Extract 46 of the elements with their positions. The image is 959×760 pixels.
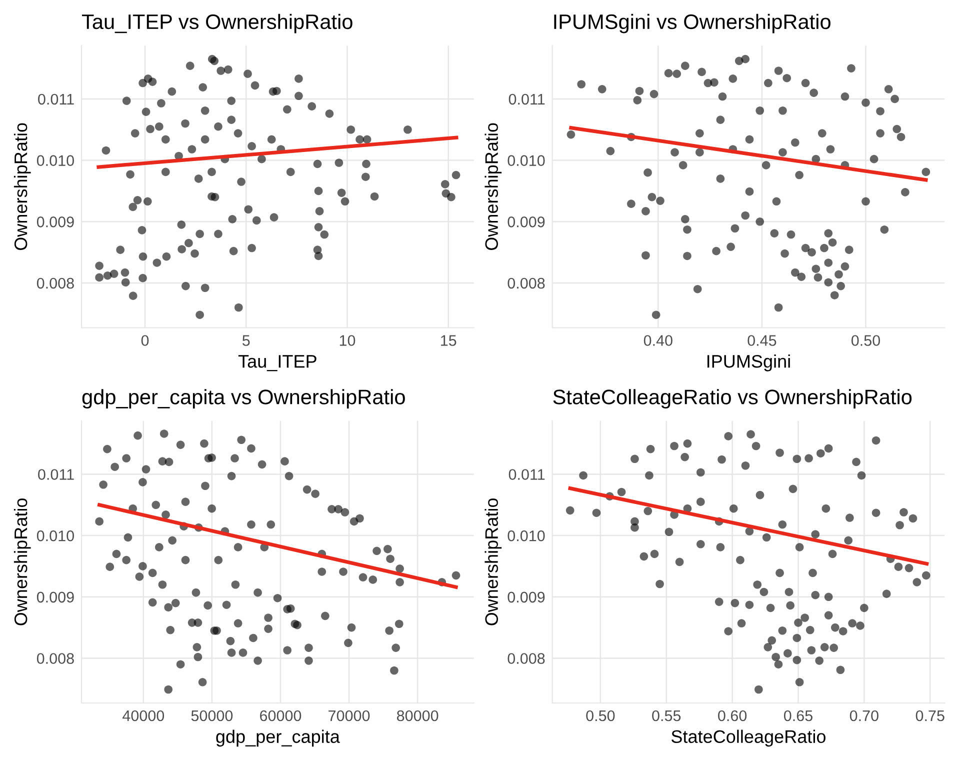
x-tick-label: 50000 [191,710,233,722]
x-tick-label: 0 [141,335,149,346]
chart-title: Tau_ITEP vs OwnershipRatio [82,14,352,34]
y-tick-label: 0.009 [508,592,545,603]
y-tick-label: 0.008 [508,278,545,289]
x-tick-label: 0.75 [916,710,944,722]
chart-title: IPUMSgini vs OwnershipRatio [554,14,830,34]
x-tick-label: 0.50 [851,335,880,346]
y-tick-label: 0.008 [508,653,545,664]
y-tick-label: 0.010 [508,155,545,166]
y-tick-label: 0.010 [36,155,74,166]
x-axis-title: IPUMSgini [707,354,790,372]
y-tick-label: 0.009 [36,216,74,228]
x-tick-label: 0.55 [652,710,681,722]
x-tick-label: 0.50 [586,710,615,722]
x-tick-label: 5 [242,335,250,346]
y-tick-label: 0.008 [36,278,74,289]
y-tick-label: 0.011 [508,94,545,105]
y-axis-title: OwnershipRatio [14,498,31,626]
y-tick-label: 0.009 [36,592,74,603]
y-axis-title: OwnershipRatio [14,123,31,250]
y-tick-label: 0.010 [36,530,74,542]
chart-title: StateColleageRatio vs OwnershipRatio [553,389,912,409]
y-axis-title: OwnershipRatio [484,123,502,250]
x-tick-label: 60000 [260,710,302,722]
y-tick-label: 0.011 [508,469,545,480]
y-axis-title: OwnershipRatio [484,498,502,626]
x-axis-title: StateColleageRatio [671,730,826,747]
x-tick-label: 40000 [122,710,164,722]
y-tick-label: 0.008 [36,653,74,664]
y-tick-label: 0.009 [508,216,545,228]
x-tick-label: 15 [441,335,456,346]
x-tick-label: 70000 [328,710,370,722]
x-tick-label: 10 [340,335,356,346]
x-tick-label: 0.45 [748,335,776,346]
x-tick-label: 0.60 [718,710,747,722]
x-tick-label: 0.65 [784,710,812,722]
y-tick-label: 0.010 [508,530,545,542]
y-tick-label: 0.011 [38,94,74,105]
chart-title: gdp_per_capita vs OwnershipRatio [82,389,405,409]
x-axis-title: gdp_per_capita [216,730,340,747]
x-axis-title: Tau_ITEP [238,355,316,372]
x-tick-label: 0.40 [644,335,672,346]
x-tick-label: 0.70 [850,710,878,722]
x-tick-label: 80000 [396,710,438,722]
y-tick-label: 0.011 [38,469,74,480]
